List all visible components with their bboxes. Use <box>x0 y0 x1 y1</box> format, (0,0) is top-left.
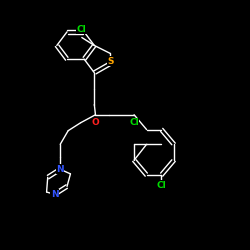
Text: N: N <box>51 190 58 199</box>
Text: N: N <box>56 165 64 174</box>
Text: S: S <box>107 57 114 66</box>
Text: O: O <box>92 118 99 127</box>
Text: Cl: Cl <box>156 181 166 190</box>
Text: Cl: Cl <box>129 118 139 127</box>
Text: Cl: Cl <box>77 25 87 34</box>
